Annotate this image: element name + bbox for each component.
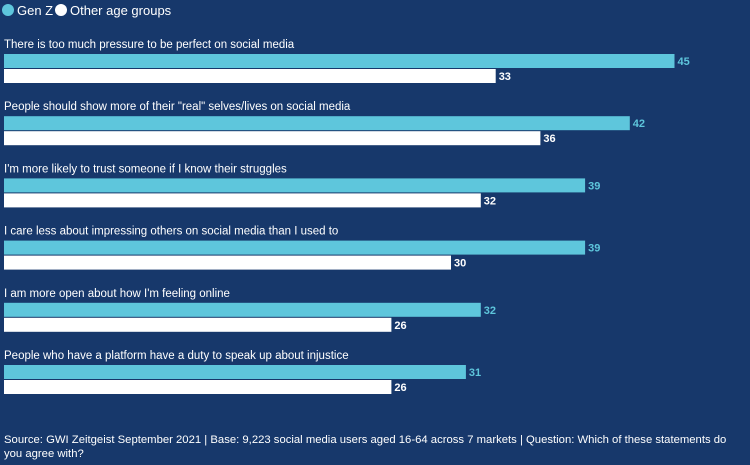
category-label: People should show more of their "real" … [4, 101, 351, 113]
value-label-other-age-groups: 32 [484, 195, 496, 207]
value-label-gen-z: 39 [588, 180, 600, 192]
category-label: People who have a platform have a duty t… [4, 350, 349, 362]
source-note: Source: GWI Zeitgeist September 2021 | B… [4, 434, 727, 460]
value-label-gen-z: 32 [484, 305, 496, 317]
category-label: I care less about impressing others on s… [4, 226, 338, 238]
bar-other-age-groups [4, 317, 392, 332]
value-label-gen-z: 39 [588, 243, 600, 255]
bar-gen-z [4, 302, 481, 317]
value-label-other-age-groups: 33 [499, 71, 511, 83]
value-label-other-age-groups: 26 [394, 320, 406, 332]
bar-chart: Gen Z Other age groups There is too much p… [2, 3, 690, 394]
bar-other-age-groups [4, 193, 481, 208]
bar-other-age-groups [4, 131, 541, 146]
legend-swatch-0 [2, 4, 14, 16]
legend-label-1: Other age groups [70, 3, 172, 18]
value-label-gen-z: 42 [633, 118, 645, 130]
bar-other-age-groups [4, 380, 392, 394]
value-label-other-age-groups: 36 [543, 133, 555, 145]
value-label-other-age-groups: 30 [454, 258, 466, 270]
value-label-gen-z: 31 [469, 367, 481, 379]
value-label-other-age-groups: 26 [394, 382, 406, 394]
bar-gen-z [4, 116, 630, 131]
category-label: I am more open about how I'm feeling onl… [4, 288, 230, 300]
bar-gen-z [4, 54, 675, 68]
bar-gen-z [4, 365, 466, 379]
legend-label-0: Gen Z [17, 3, 53, 18]
category-label: There is too much pressure to be perfect… [4, 39, 295, 51]
bar-gen-z [4, 178, 586, 193]
bar-other-age-groups [4, 255, 451, 270]
legend-swatch-1 [55, 4, 67, 16]
category-label: I'm more likely to trust someone if I kn… [4, 163, 287, 175]
bar-other-age-groups [4, 69, 496, 83]
value-label-gen-z: 45 [678, 56, 690, 68]
bar-gen-z [4, 240, 586, 255]
